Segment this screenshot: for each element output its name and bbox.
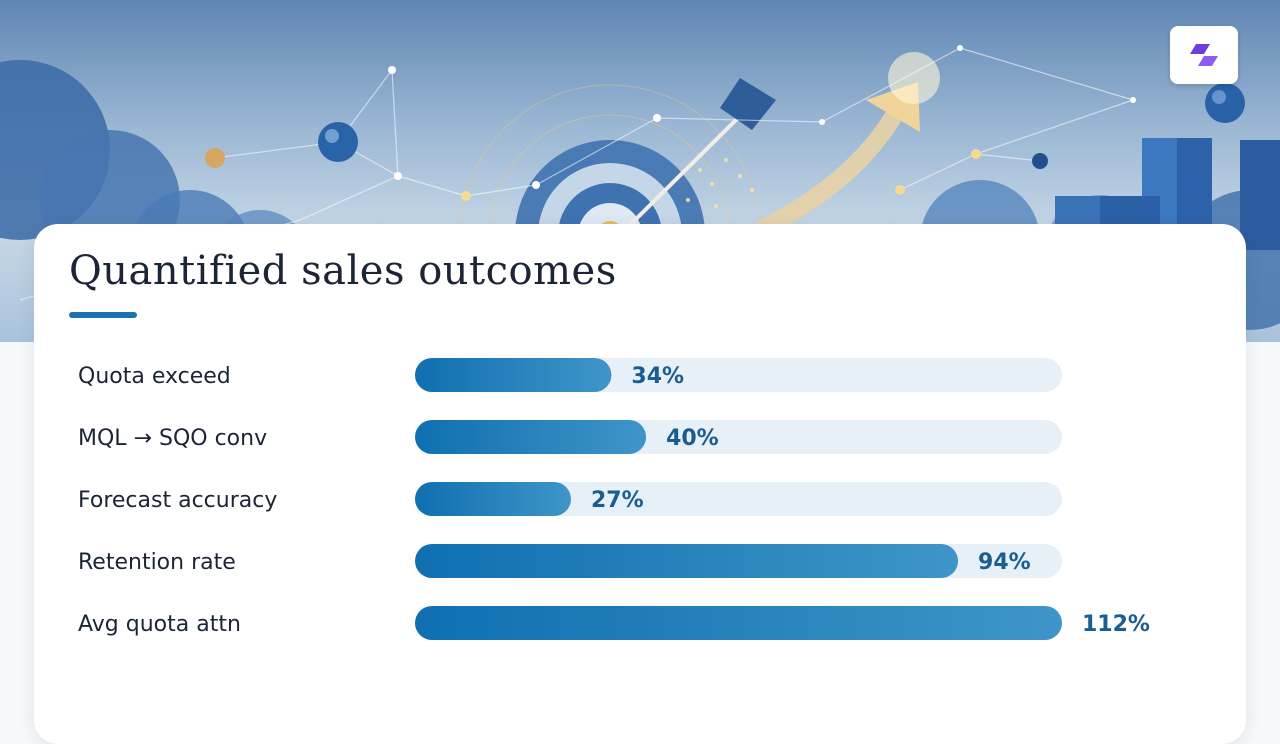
bar-chart: Quota exceed 34% MQL → SQO conv 40% Forecast…	[78, 358, 1150, 640]
bar-value-label: 34%	[631, 364, 684, 389]
bar	[415, 358, 612, 392]
bar-label: Retention rate	[78, 550, 236, 575]
page-title: Quantified sales outcomes	[69, 248, 617, 294]
bar-value-label: 27%	[591, 488, 644, 513]
bar-label: Forecast accuracy	[78, 488, 277, 513]
bar-label: Quota exceed	[78, 364, 231, 389]
bar	[415, 544, 959, 578]
bar	[415, 482, 571, 516]
bar-value-label: 94%	[978, 550, 1031, 575]
bar-track	[415, 482, 1062, 516]
bar-label: MQL → SQO conv	[78, 426, 267, 451]
title-underline	[69, 312, 137, 318]
bar	[415, 606, 1062, 640]
bar-label: Avg quota attn	[78, 612, 241, 637]
bar-value-label: 112%	[1082, 612, 1150, 637]
brand-logo-button[interactable]	[1170, 26, 1238, 84]
bar	[415, 420, 647, 454]
bar-value-label: 40%	[666, 426, 719, 451]
brand-logo-icon	[1190, 44, 1218, 66]
